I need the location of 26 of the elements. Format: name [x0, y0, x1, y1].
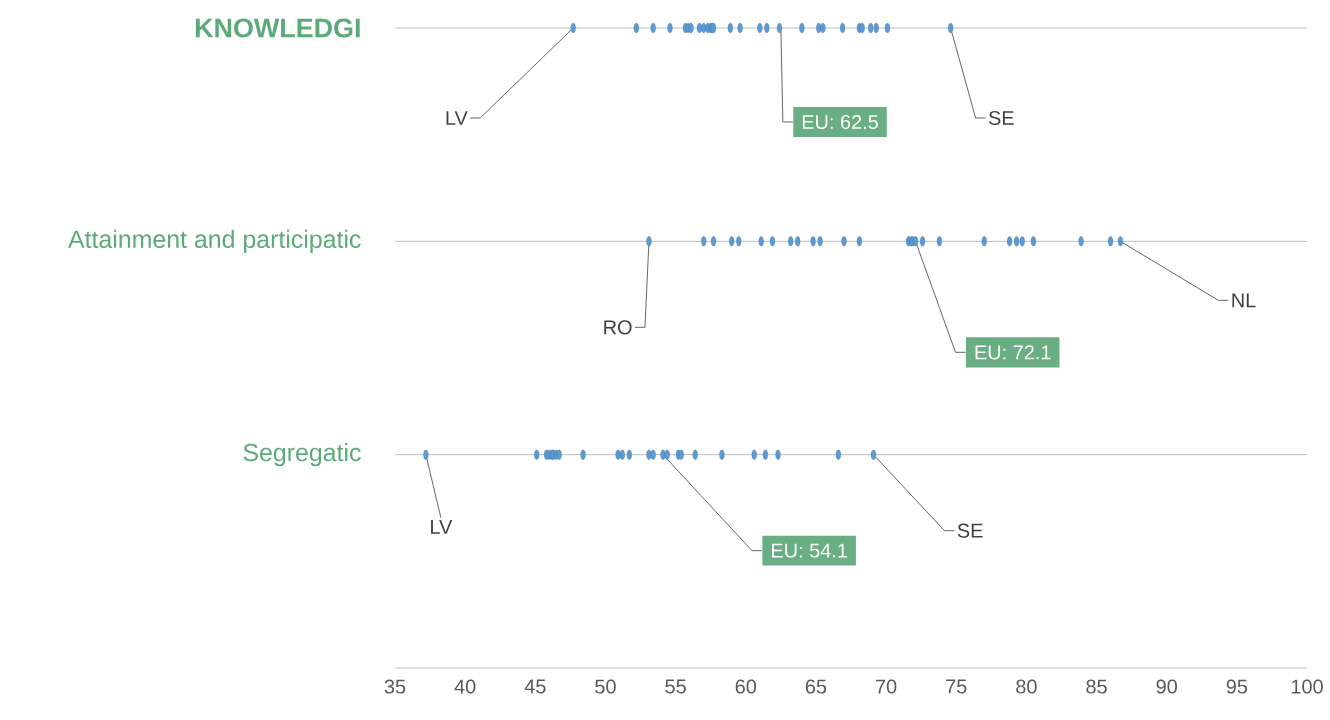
x-tick-label: 75: [946, 679, 967, 694]
annotation: RO: [604, 320, 632, 335]
annotation: SE: [988, 110, 1014, 126]
y-tick-label: KNOWLEDGI: [195, 18, 360, 38]
x-tick-label: 90: [1156, 679, 1177, 694]
x-tick-label: 45: [524, 679, 546, 694]
x-tick-label: 70: [876, 679, 897, 694]
y-tick-label: Segregatic: [243, 443, 361, 467]
x-tick-label: 85: [1086, 679, 1107, 694]
y-tick-label: Attainment and participatic: [68, 229, 361, 253]
x-tick-label: 40: [454, 679, 476, 694]
x-tick-label: 80: [1016, 679, 1037, 694]
annotation: NL: [1232, 293, 1256, 308]
x-tick-label: 60: [735, 679, 757, 694]
x-tick-label: 35: [384, 679, 406, 694]
annotation: EU: 54.1: [772, 543, 847, 558]
annotation: LV: [431, 520, 453, 534]
annotation: EU: 62.5: [802, 114, 878, 130]
x-tick-label: 95: [1226, 679, 1248, 694]
x-tick-label: 55: [665, 679, 686, 694]
annotation: EU: 72.1: [975, 345, 1051, 360]
x-tick-label: 65: [805, 679, 827, 694]
x-tick-label: 50: [595, 679, 616, 694]
annotation: LV: [446, 111, 468, 125]
x-tick-label: 100: [1291, 679, 1323, 694]
annotation: SE: [957, 523, 983, 538]
